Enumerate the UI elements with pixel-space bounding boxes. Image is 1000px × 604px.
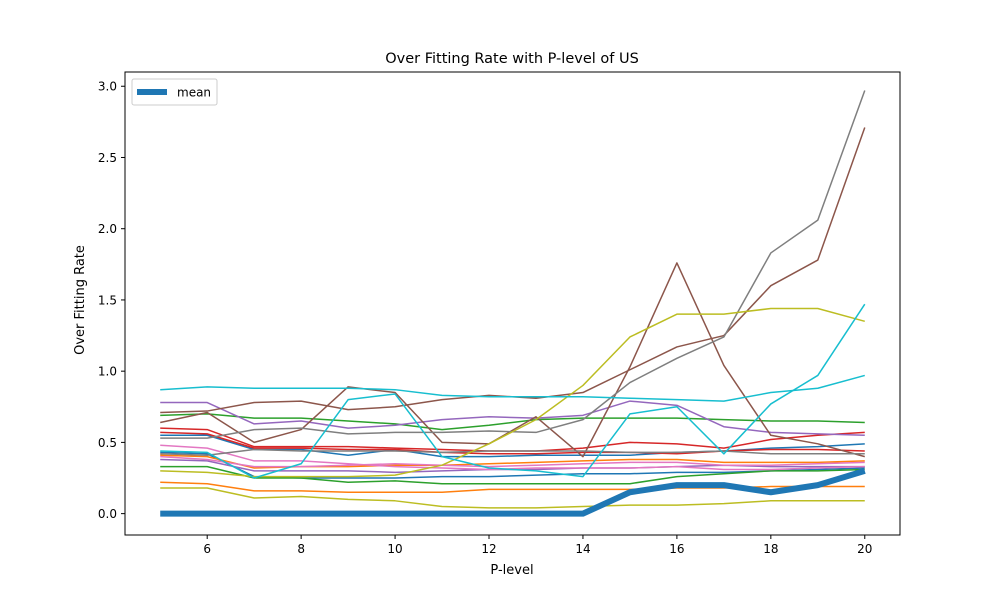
series-line-8 [160, 431, 865, 455]
axes-frame [124, 71, 901, 536]
series-line-16 [160, 448, 865, 456]
x-tick-label: 6 [203, 542, 211, 556]
y-tick-label: 1.0 [98, 365, 117, 379]
x-axis-label: P-level [490, 563, 533, 578]
x-tick-label: 18 [763, 542, 778, 556]
legend-label-mean: mean [177, 86, 211, 100]
series-line-5 [160, 465, 865, 485]
y-axis-label: Over Fitting Rate [73, 245, 88, 355]
y-tick-label: 2.0 [98, 222, 117, 236]
x-tick-label: 10 [387, 542, 402, 556]
series-line-18 [160, 307, 865, 478]
y-tick-label: 2.5 [98, 151, 117, 165]
x-tick-label: 20 [857, 542, 872, 556]
series-line-11 [160, 262, 865, 458]
plot-area: 6 8 10 12 14 16 18 20 0.0 0.5 1.0 1.5 2.0 2.5 3.0 mean [98, 71, 901, 556]
series-line-17 [160, 487, 865, 509]
chart-title: Over Fitting Rate with P-level of US [385, 51, 639, 67]
series-line-6 [160, 413, 865, 431]
x-tick-label: 8 [297, 542, 305, 556]
y-tick-label: 0.5 [98, 436, 117, 450]
series-line-14 [160, 455, 865, 468]
y-tick-label: 0.0 [98, 507, 117, 521]
series-line-19 [160, 374, 865, 402]
legend-box [131, 78, 218, 106]
series-line-20 [160, 303, 866, 479]
x-tick-label: 16 [669, 542, 684, 556]
y-tick-label: 1.5 [98, 293, 117, 307]
series-line-mean [160, 468, 866, 517]
y-tick-label: 3.0 [98, 80, 117, 94]
x-tick-label: 14 [575, 542, 590, 556]
x-tick-label: 12 [481, 542, 496, 556]
